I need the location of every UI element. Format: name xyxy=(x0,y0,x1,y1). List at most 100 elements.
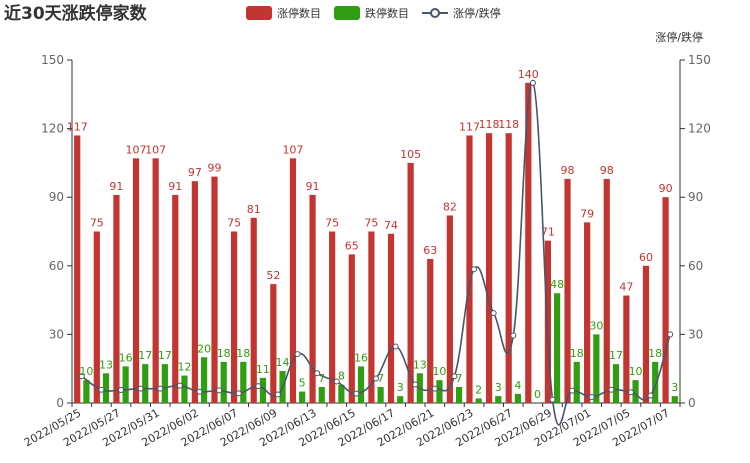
bar-down xyxy=(259,377,267,403)
bar-up xyxy=(662,197,669,403)
ratio-point xyxy=(314,370,321,377)
legend-label-up[interactable]: 涨停数目 xyxy=(277,6,321,20)
bar-down xyxy=(632,380,639,403)
data-label-down: 3 xyxy=(495,381,502,394)
data-label-up: 90 xyxy=(659,182,673,195)
ratio-point xyxy=(157,385,164,392)
bar-up xyxy=(505,133,512,403)
bar-up xyxy=(368,231,375,403)
chart-title: 近30天涨跌停家数 xyxy=(4,3,148,24)
data-label-down: 17 xyxy=(138,349,152,362)
bar-up xyxy=(152,158,159,403)
data-label-up: 81 xyxy=(247,203,261,216)
bar-up xyxy=(231,231,238,403)
legend[interactable]: 涨停数目 跌停数目 涨停/跌停 xyxy=(246,6,501,20)
data-label-up: 98 xyxy=(561,164,575,177)
ratio-point xyxy=(333,378,340,385)
bar-down xyxy=(299,391,306,403)
bar-up xyxy=(446,215,453,403)
data-label-up: 75 xyxy=(90,217,104,230)
bar-up xyxy=(74,135,81,403)
y-tick-label-left: 0 xyxy=(56,396,64,410)
data-label-up: 63 xyxy=(423,244,437,257)
data-label-down: 16 xyxy=(354,351,368,364)
bar-down xyxy=(240,361,247,403)
bar-up xyxy=(191,181,198,403)
data-label-up: 91 xyxy=(168,180,182,193)
ratio-point xyxy=(431,385,438,392)
data-label-down: 17 xyxy=(158,349,172,362)
bar-down xyxy=(377,386,384,403)
data-label-up: 52 xyxy=(266,269,280,282)
bars xyxy=(74,82,678,403)
bar-down xyxy=(122,366,129,403)
data-label-up: 65 xyxy=(345,239,359,252)
legend-label-ratio[interactable]: 涨停/跌停 xyxy=(453,6,501,20)
data-label-down: 4 xyxy=(514,379,521,392)
bar-down xyxy=(612,364,620,403)
data-label-up: 75 xyxy=(325,217,339,230)
legend-swatch-ratio-dot[interactable] xyxy=(430,8,440,18)
data-label-down: 16 xyxy=(119,351,133,364)
data-label-down: 7 xyxy=(318,372,325,385)
bar-up xyxy=(250,217,257,403)
ratio-point xyxy=(451,373,458,380)
data-label-down: 7 xyxy=(456,372,463,385)
ratio-point xyxy=(569,387,576,394)
y-tick-label-left: 90 xyxy=(49,190,64,204)
data-label-down: 48 xyxy=(550,278,564,291)
data-label-down: 18 xyxy=(217,347,231,360)
bar-up xyxy=(387,233,395,403)
ratio-point xyxy=(235,390,242,397)
bar-up xyxy=(642,265,650,403)
data-label-down: 11 xyxy=(256,363,270,376)
ratio-point xyxy=(196,388,203,395)
data-label-up: 97 xyxy=(188,166,202,179)
ratio-point xyxy=(412,381,419,388)
bar-down xyxy=(495,396,502,403)
right-axis-name: 涨停/跌停 xyxy=(655,30,703,44)
bar-down xyxy=(652,361,659,403)
data-label-down: 18 xyxy=(648,347,662,360)
data-label-up: 91 xyxy=(109,180,123,193)
data-label-down: 8 xyxy=(338,370,345,383)
ratio-point xyxy=(118,386,125,393)
data-label-down: 12 xyxy=(177,361,191,374)
y-tick-label-right: 0 xyxy=(688,396,696,410)
y-tick-label-left: 30 xyxy=(49,327,64,341)
bar-up xyxy=(113,194,120,403)
y-tick-label-left: 60 xyxy=(49,259,64,273)
bar-down xyxy=(436,380,443,403)
ratio-point xyxy=(274,391,281,398)
bar-up xyxy=(329,231,336,403)
bar-down xyxy=(161,364,168,403)
y-tick-label-right: 60 xyxy=(688,259,703,273)
ratio-point xyxy=(667,331,674,338)
bar-up xyxy=(270,284,277,403)
data-label-up: 107 xyxy=(282,143,303,156)
ratio-point xyxy=(255,383,262,390)
bar-down xyxy=(455,386,463,403)
data-label-down: 13 xyxy=(413,358,427,371)
data-label-up: 79 xyxy=(580,207,594,220)
data-label-up: 99 xyxy=(207,162,221,175)
legend-swatch-up[interactable] xyxy=(246,6,272,20)
ratio-point xyxy=(137,385,144,392)
bar-up xyxy=(172,194,179,403)
bar-up xyxy=(309,194,316,403)
bar-up xyxy=(564,178,571,403)
data-label-up: 118 xyxy=(498,118,519,131)
bar-down xyxy=(514,393,521,403)
ratio-line-path xyxy=(81,82,671,426)
data-label-down: 10 xyxy=(629,365,643,378)
data-label-up: 105 xyxy=(400,148,421,161)
ratio-point xyxy=(471,266,478,273)
y-tick-label-right: 150 xyxy=(688,53,711,67)
legend-swatch-down[interactable] xyxy=(334,6,360,20)
data-label-up: 107 xyxy=(145,143,166,156)
ratio-point xyxy=(647,392,654,399)
data-label-up: 75 xyxy=(227,217,241,230)
legend-label-down[interactable]: 跌停数目 xyxy=(365,6,409,20)
ratio-point xyxy=(529,79,536,86)
